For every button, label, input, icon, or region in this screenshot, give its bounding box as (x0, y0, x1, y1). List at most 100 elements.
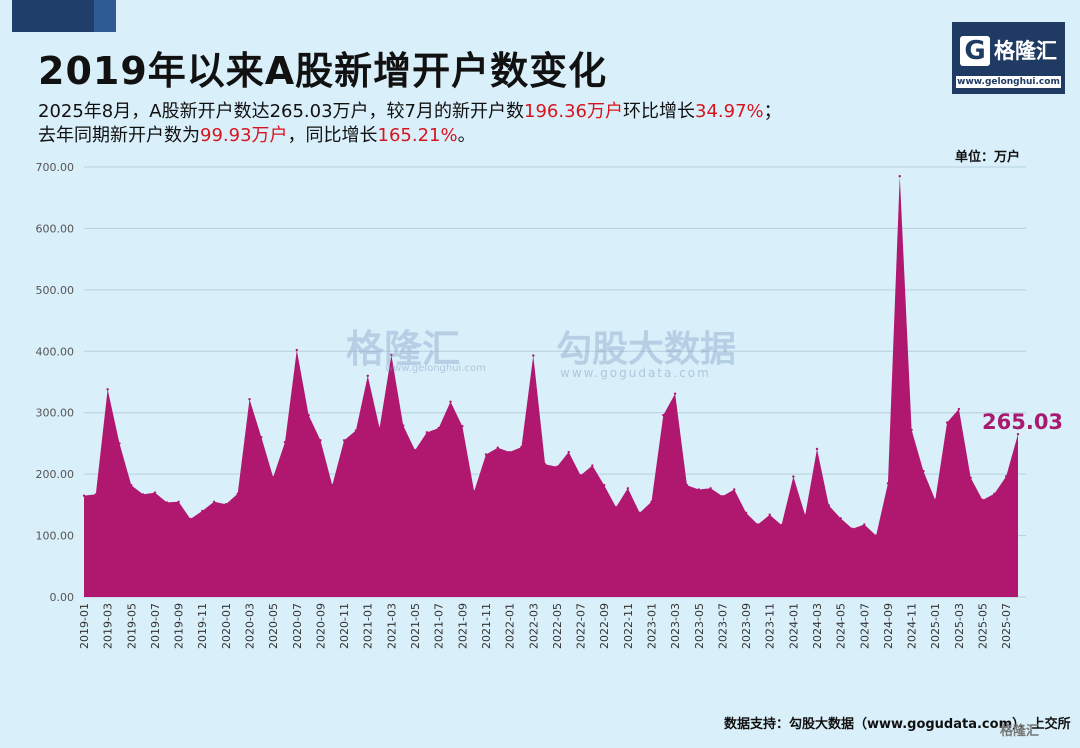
data-point (472, 490, 476, 493)
x-tick-label: 2020-11 (338, 603, 351, 649)
unit-label: 单位：万户 (954, 150, 1020, 165)
data-point (425, 431, 429, 434)
data-point (520, 445, 523, 449)
data-point (945, 421, 949, 424)
data-point (827, 504, 831, 507)
brand-url: www.gelonghui.com (956, 76, 1061, 88)
summary-text: 去年同期新开户数为 (38, 125, 200, 146)
y-tick-label: 500.00 (36, 284, 75, 297)
x-tick-label: 2019-09 (173, 603, 186, 649)
summary-highlight: 34.97% (695, 101, 764, 122)
summary-text: 环比增长 (623, 101, 695, 122)
data-point (626, 487, 630, 490)
data-point (201, 509, 204, 513)
corner-decoration (12, 0, 116, 32)
x-tick-label: 2021-07 (433, 603, 446, 649)
data-point (331, 484, 334, 487)
brand-g-icon: G (960, 36, 990, 66)
x-tick-label: 2022-03 (527, 603, 540, 649)
data-point (532, 354, 535, 357)
data-point (756, 523, 760, 526)
data-point (662, 413, 665, 417)
data-point (153, 491, 157, 494)
data-point (236, 492, 239, 495)
data-point (792, 475, 795, 478)
data-point (863, 523, 866, 526)
latest-value-label: 265.03 (982, 410, 1064, 434)
data-point (224, 503, 228, 506)
x-tick-label: 2020-05 (267, 603, 280, 649)
data-point (744, 511, 748, 515)
page-title: 2019年以来A股新增开户数变化 (38, 49, 608, 93)
x-tick-label: 2023-09 (740, 603, 753, 649)
data-point (638, 511, 641, 515)
data-point (130, 484, 133, 487)
data-point (307, 413, 310, 417)
data-point (673, 392, 677, 395)
data-point (413, 448, 417, 452)
summary-text: 2025年8月，A股新开户数达265.03万户，较7月的新开户数 (38, 101, 525, 122)
watermark-brand: 格隆汇 (346, 327, 461, 371)
watermark-url: www.gogudata.com (560, 366, 711, 380)
data-point (354, 429, 358, 432)
x-tick-label: 2024-07 (858, 603, 871, 649)
x-tick-label: 2021-09 (456, 603, 469, 649)
data-point (733, 488, 736, 491)
data-point (815, 447, 819, 451)
summary-highlight: 196.36万户 (524, 101, 623, 122)
x-tick-label: 2024-09 (882, 603, 895, 649)
x-tick-label: 2025-05 (977, 603, 990, 649)
x-tick-label: 2021-03 (385, 603, 398, 649)
data-point (94, 493, 98, 496)
data-point (543, 463, 547, 466)
data-point (839, 517, 842, 520)
data-point (957, 407, 961, 411)
data-point (614, 506, 618, 509)
x-tick-label: 2024-11 (906, 603, 919, 649)
data-point (969, 476, 972, 480)
data-point (378, 426, 381, 430)
x-tick-label: 2020-03 (244, 603, 257, 649)
summary-line-1: 2025年8月，A股新开户数达265.03万户，较7月的新开户数196.36万户… (38, 97, 782, 123)
data-point (295, 348, 299, 352)
x-tick-label: 2023-11 (764, 603, 777, 649)
x-tick-label: 2020-07 (291, 603, 304, 649)
data-point (141, 493, 145, 496)
area-series (84, 176, 1018, 597)
data-point (993, 492, 996, 495)
data-point (591, 464, 594, 467)
data-point (248, 398, 251, 401)
data-point (1016, 433, 1020, 436)
summary-text: ，同比增长 (287, 125, 378, 146)
x-tick-label: 2019-05 (125, 603, 138, 649)
data-point (177, 500, 180, 503)
data-source: 数据支持：勾股大数据（www.gogudata.com）、上交所 (724, 717, 1071, 732)
data-point (851, 527, 854, 531)
data-point (910, 428, 913, 432)
data-point (271, 476, 275, 479)
data-point (260, 436, 263, 439)
x-tick-label: 2022-07 (575, 603, 588, 649)
x-tick-label: 2020-01 (220, 603, 233, 649)
summary-line-2: 去年同期新开户数为99.93万户，同比增长165.21%。 (38, 121, 476, 147)
data-point (697, 488, 700, 491)
data-point (709, 487, 712, 490)
data-point (1004, 475, 1008, 478)
data-point (874, 534, 878, 537)
corner-accent (94, 0, 116, 32)
data-point (650, 500, 653, 503)
y-tick-label: 600.00 (36, 222, 75, 235)
x-tick-label: 2021-11 (480, 603, 493, 649)
y-tick-label: 400.00 (36, 345, 75, 358)
summary-text: 。 (457, 125, 476, 146)
watermark-brand: 勾股大数据 (556, 329, 737, 370)
data-point (484, 453, 488, 456)
x-tick-label: 2025-03 (953, 603, 966, 649)
data-point (803, 514, 807, 517)
x-tick-label: 2019-07 (149, 603, 162, 649)
x-tick-label: 2019-01 (78, 603, 91, 649)
x-tick-label: 2025-07 (1000, 603, 1013, 649)
data-point (555, 465, 559, 468)
data-point (934, 498, 937, 502)
